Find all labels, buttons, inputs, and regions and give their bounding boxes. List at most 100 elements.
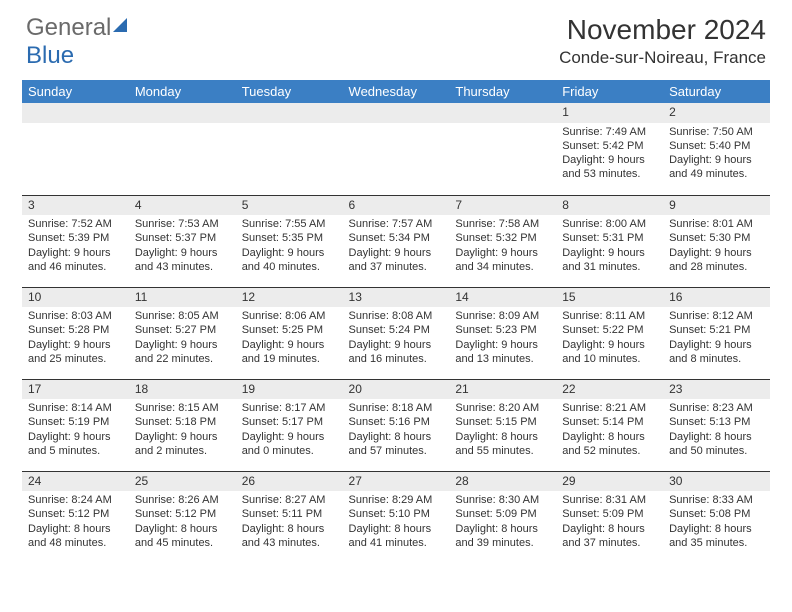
calendar-week-row: 17Sunrise: 8:14 AMSunset: 5:19 PMDayligh… (22, 379, 770, 471)
sunset-text: Sunset: 5:22 PM (562, 323, 657, 337)
calendar-day-cell: 14Sunrise: 8:09 AMSunset: 5:23 PMDayligh… (449, 287, 556, 379)
calendar-day-cell: 16Sunrise: 8:12 AMSunset: 5:21 PMDayligh… (663, 287, 770, 379)
day-body: Sunrise: 7:52 AMSunset: 5:39 PMDaylight:… (22, 215, 129, 278)
calendar-day-cell: 28Sunrise: 8:30 AMSunset: 5:09 PMDayligh… (449, 471, 556, 563)
sunset-text: Sunset: 5:11 PM (242, 507, 337, 521)
sunrise-text: Sunrise: 7:49 AM (562, 125, 657, 139)
daylight-text: Daylight: 9 hours and 28 minutes. (669, 246, 764, 275)
day-number: 15 (556, 288, 663, 308)
calendar-day-cell: 3Sunrise: 7:52 AMSunset: 5:39 PMDaylight… (22, 195, 129, 287)
sunrise-text: Sunrise: 8:27 AM (242, 493, 337, 507)
sunset-text: Sunset: 5:09 PM (455, 507, 550, 521)
sunset-text: Sunset: 5:18 PM (135, 415, 230, 429)
day-body: Sunrise: 8:11 AMSunset: 5:22 PMDaylight:… (556, 307, 663, 370)
daylight-text: Daylight: 9 hours and 19 minutes. (242, 338, 337, 367)
daylight-text: Daylight: 8 hours and 48 minutes. (28, 522, 123, 551)
location-label: Conde-sur-Noireau, France (559, 48, 766, 68)
calendar-day-cell: 6Sunrise: 7:57 AMSunset: 5:34 PMDaylight… (343, 195, 450, 287)
sunset-text: Sunset: 5:23 PM (455, 323, 550, 337)
day-number: 25 (129, 472, 236, 492)
day-number: 3 (22, 196, 129, 216)
sunrise-text: Sunrise: 8:24 AM (28, 493, 123, 507)
daylight-text: Daylight: 9 hours and 31 minutes. (562, 246, 657, 275)
daylight-text: Daylight: 9 hours and 43 minutes. (135, 246, 230, 275)
day-body: Sunrise: 7:50 AMSunset: 5:40 PMDaylight:… (663, 123, 770, 186)
daylight-text: Daylight: 9 hours and 37 minutes. (349, 246, 444, 275)
day-number: 28 (449, 472, 556, 492)
calendar-week-row: 10Sunrise: 8:03 AMSunset: 5:28 PMDayligh… (22, 287, 770, 379)
calendar-day-cell: 4Sunrise: 7:53 AMSunset: 5:37 PMDaylight… (129, 195, 236, 287)
sunrise-text: Sunrise: 8:18 AM (349, 401, 444, 415)
day-body: Sunrise: 8:15 AMSunset: 5:18 PMDaylight:… (129, 399, 236, 462)
sunset-text: Sunset: 5:13 PM (669, 415, 764, 429)
calendar-day-cell: 22Sunrise: 8:21 AMSunset: 5:14 PMDayligh… (556, 379, 663, 471)
sunrise-text: Sunrise: 8:33 AM (669, 493, 764, 507)
sunrise-text: Sunrise: 8:11 AM (562, 309, 657, 323)
calendar-day-cell: 10Sunrise: 8:03 AMSunset: 5:28 PMDayligh… (22, 287, 129, 379)
sunset-text: Sunset: 5:28 PM (28, 323, 123, 337)
day-number: 27 (343, 472, 450, 492)
day-number: 7 (449, 196, 556, 216)
sunset-text: Sunset: 5:19 PM (28, 415, 123, 429)
day-body: Sunrise: 8:21 AMSunset: 5:14 PMDaylight:… (556, 399, 663, 462)
day-body: Sunrise: 8:00 AMSunset: 5:31 PMDaylight:… (556, 215, 663, 278)
day-number: 26 (236, 472, 343, 492)
sunset-text: Sunset: 5:30 PM (669, 231, 764, 245)
day-number: 20 (343, 380, 450, 400)
sunrise-text: Sunrise: 8:06 AM (242, 309, 337, 323)
daylight-text: Daylight: 8 hours and 41 minutes. (349, 522, 444, 551)
daylight-text: Daylight: 9 hours and 22 minutes. (135, 338, 230, 367)
day-body: Sunrise: 8:33 AMSunset: 5:08 PMDaylight:… (663, 491, 770, 554)
sunset-text: Sunset: 5:31 PM (562, 231, 657, 245)
day-body: Sunrise: 7:55 AMSunset: 5:35 PMDaylight:… (236, 215, 343, 278)
logo-text-part1: General (26, 14, 111, 42)
daylight-text: Daylight: 9 hours and 13 minutes. (455, 338, 550, 367)
day-number: 24 (22, 472, 129, 492)
calendar-day-cell: 26Sunrise: 8:27 AMSunset: 5:11 PMDayligh… (236, 471, 343, 563)
title-block: November 2024 Conde-sur-Noireau, France (559, 14, 766, 68)
day-number: 18 (129, 380, 236, 400)
calendar-head: SundayMondayTuesdayWednesdayThursdayFrid… (22, 80, 770, 103)
sunset-text: Sunset: 5:14 PM (562, 415, 657, 429)
day-number-empty (343, 103, 450, 123)
sunrise-text: Sunrise: 8:12 AM (669, 309, 764, 323)
day-body: Sunrise: 8:27 AMSunset: 5:11 PMDaylight:… (236, 491, 343, 554)
calendar-day-cell: 19Sunrise: 8:17 AMSunset: 5:17 PMDayligh… (236, 379, 343, 471)
weekday-header: Wednesday (343, 80, 450, 103)
day-body: Sunrise: 8:20 AMSunset: 5:15 PMDaylight:… (449, 399, 556, 462)
sunrise-text: Sunrise: 7:50 AM (669, 125, 764, 139)
sunset-text: Sunset: 5:27 PM (135, 323, 230, 337)
weekday-header: Monday (129, 80, 236, 103)
day-number-empty (236, 103, 343, 123)
daylight-text: Daylight: 9 hours and 5 minutes. (28, 430, 123, 459)
calendar-day-cell: 11Sunrise: 8:05 AMSunset: 5:27 PMDayligh… (129, 287, 236, 379)
daylight-text: Daylight: 9 hours and 53 minutes. (562, 153, 657, 182)
day-body: Sunrise: 8:12 AMSunset: 5:21 PMDaylight:… (663, 307, 770, 370)
day-number: 21 (449, 380, 556, 400)
sunset-text: Sunset: 5:21 PM (669, 323, 764, 337)
day-number: 19 (236, 380, 343, 400)
day-body: Sunrise: 8:29 AMSunset: 5:10 PMDaylight:… (343, 491, 450, 554)
day-number: 29 (556, 472, 663, 492)
logo-triangle-icon (113, 18, 127, 32)
daylight-text: Daylight: 9 hours and 49 minutes. (669, 153, 764, 182)
sunrise-text: Sunrise: 8:23 AM (669, 401, 764, 415)
day-body: Sunrise: 8:05 AMSunset: 5:27 PMDaylight:… (129, 307, 236, 370)
sunrise-text: Sunrise: 7:55 AM (242, 217, 337, 231)
calendar-day-cell: 12Sunrise: 8:06 AMSunset: 5:25 PMDayligh… (236, 287, 343, 379)
calendar-day-cell (343, 103, 450, 195)
calendar-day-cell: 17Sunrise: 8:14 AMSunset: 5:19 PMDayligh… (22, 379, 129, 471)
daylight-text: Daylight: 9 hours and 2 minutes. (135, 430, 230, 459)
sunrise-text: Sunrise: 8:17 AM (242, 401, 337, 415)
sunset-text: Sunset: 5:12 PM (135, 507, 230, 521)
day-body: Sunrise: 8:26 AMSunset: 5:12 PMDaylight:… (129, 491, 236, 554)
day-body: Sunrise: 7:53 AMSunset: 5:37 PMDaylight:… (129, 215, 236, 278)
sunrise-text: Sunrise: 8:31 AM (562, 493, 657, 507)
calendar-day-cell: 20Sunrise: 8:18 AMSunset: 5:16 PMDayligh… (343, 379, 450, 471)
weekday-header: Sunday (22, 80, 129, 103)
sunset-text: Sunset: 5:15 PM (455, 415, 550, 429)
day-body: Sunrise: 8:06 AMSunset: 5:25 PMDaylight:… (236, 307, 343, 370)
daylight-text: Daylight: 9 hours and 25 minutes. (28, 338, 123, 367)
calendar-day-cell: 15Sunrise: 8:11 AMSunset: 5:22 PMDayligh… (556, 287, 663, 379)
calendar-day-cell: 7Sunrise: 7:58 AMSunset: 5:32 PMDaylight… (449, 195, 556, 287)
